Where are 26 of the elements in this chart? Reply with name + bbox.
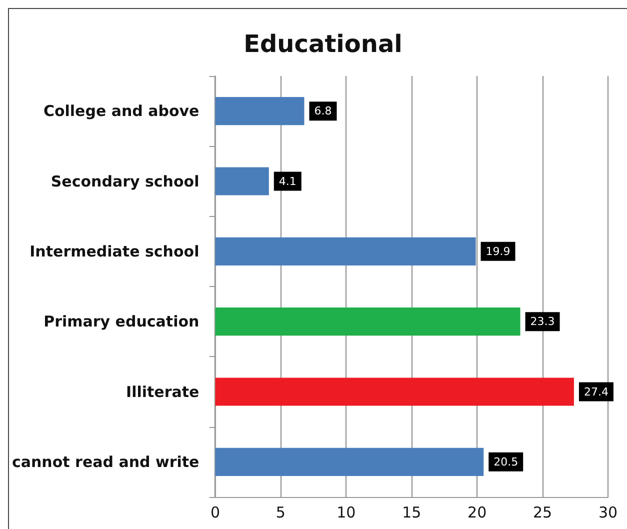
x-tick-label: 30	[598, 504, 618, 522]
x-tick-label: 25	[532, 504, 552, 522]
data-label: 19.9	[486, 244, 510, 258]
y-tick-label: Intermediate school	[30, 242, 200, 260]
bar	[215, 378, 574, 406]
bar	[215, 308, 520, 336]
bar	[215, 448, 484, 476]
y-tick-label: College and above	[43, 102, 200, 120]
bar	[215, 237, 476, 266]
data-label: 23.3	[530, 315, 555, 328]
data-label: 6.8	[314, 104, 332, 118]
y-tick-label: cannot read and write	[12, 452, 200, 471]
bar	[215, 97, 304, 126]
x-tick-label: 5	[276, 504, 286, 522]
data-label: 4.1	[278, 174, 296, 188]
y-tick-label: Illiterate	[126, 382, 200, 401]
x-tick-label: 0	[210, 504, 220, 522]
data-label: 27.4	[584, 385, 608, 398]
x-tick-label: 20	[468, 504, 487, 522]
bar	[215, 167, 269, 196]
y-tick-label: Secondary school	[50, 172, 200, 190]
x-tick-label: 15	[402, 504, 422, 522]
x-tick-label: 10	[336, 504, 356, 522]
y-tick-label: Primary education	[44, 312, 200, 331]
chart-title: Educational	[244, 30, 402, 58]
data-label: 20.5	[494, 455, 518, 468]
